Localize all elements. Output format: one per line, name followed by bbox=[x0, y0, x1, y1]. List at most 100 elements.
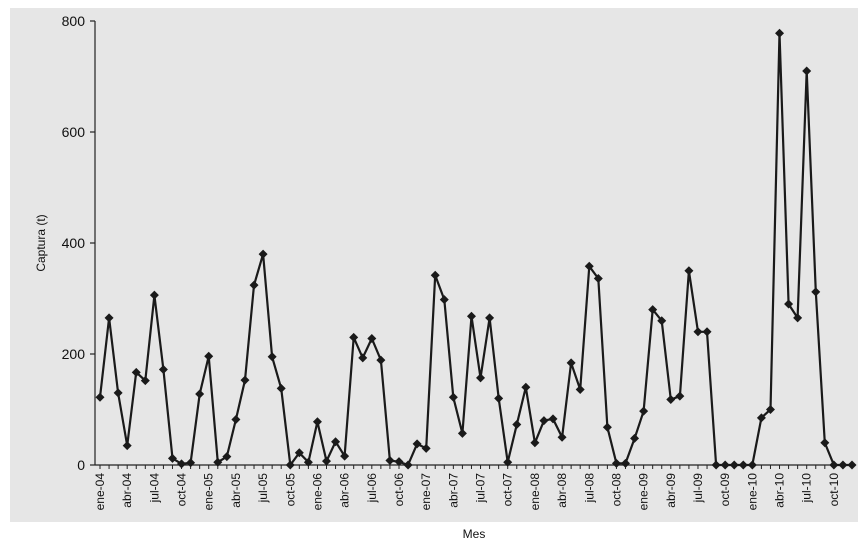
data-point bbox=[430, 270, 440, 280]
data-point bbox=[403, 460, 413, 470]
y-tick-label: 200 bbox=[62, 346, 86, 362]
data-point bbox=[630, 433, 640, 443]
x-tick-label: jul-04 bbox=[147, 473, 161, 504]
y-axis-label: Captura (t) bbox=[34, 214, 48, 271]
x-tick-label: ene-05 bbox=[202, 473, 216, 511]
data-point bbox=[113, 388, 123, 398]
x-tick-label: ene-10 bbox=[745, 473, 759, 511]
x-tick-label: jul-05 bbox=[256, 473, 270, 504]
data-point bbox=[639, 406, 649, 416]
x-tick-label: ene-07 bbox=[419, 473, 433, 511]
x-axis-ticks: ene-04 abr-04 jul-04 oct-04 ene-05 abr-05 jul-… bbox=[93, 465, 853, 511]
data-point bbox=[775, 28, 785, 38]
x-tick-label: oct-10 bbox=[827, 473, 841, 507]
data-point bbox=[340, 451, 350, 461]
x-tick-label: jul-08 bbox=[582, 473, 596, 504]
data-point bbox=[167, 453, 177, 463]
data-point bbox=[838, 460, 848, 470]
data-point bbox=[802, 66, 812, 76]
data-point bbox=[412, 439, 422, 449]
data-point bbox=[312, 417, 322, 427]
data-point bbox=[149, 290, 159, 300]
data-point bbox=[575, 385, 585, 395]
data-point bbox=[693, 327, 703, 337]
data-point bbox=[303, 457, 313, 467]
x-tick-label: oct-06 bbox=[392, 473, 406, 507]
data-point bbox=[584, 261, 594, 271]
data-point bbox=[675, 391, 685, 401]
data-point bbox=[593, 274, 603, 284]
x-tick-label: jul-09 bbox=[691, 473, 705, 504]
data-point bbox=[95, 392, 105, 402]
x-tick-label: ene-08 bbox=[528, 473, 542, 511]
data-point bbox=[485, 313, 495, 323]
data-point bbox=[494, 393, 504, 403]
data-point bbox=[811, 287, 821, 297]
data-point bbox=[648, 305, 658, 315]
y-axis-ticks: 0 200 400 600 800 bbox=[62, 13, 95, 473]
x-tick-label: oct-05 bbox=[283, 473, 297, 507]
data-point bbox=[186, 458, 196, 468]
data-point bbox=[258, 249, 268, 259]
data-point bbox=[331, 437, 341, 447]
data-point bbox=[702, 327, 712, 337]
data-point-markers bbox=[95, 28, 857, 470]
data-point bbox=[131, 367, 141, 377]
data-point bbox=[747, 460, 757, 470]
data-point bbox=[421, 443, 431, 453]
data-point bbox=[104, 313, 114, 323]
y-tick-label: 800 bbox=[62, 13, 86, 29]
data-point bbox=[720, 460, 730, 470]
data-point bbox=[684, 266, 694, 276]
data-point bbox=[521, 382, 531, 392]
data-point bbox=[249, 280, 259, 290]
data-point bbox=[602, 422, 612, 432]
x-tick-label: jul-10 bbox=[800, 473, 814, 504]
data-point bbox=[367, 333, 377, 343]
data-point bbox=[376, 355, 386, 365]
plot-area bbox=[10, 8, 858, 522]
data-point bbox=[276, 383, 286, 393]
data-point bbox=[267, 352, 277, 362]
data-point bbox=[285, 460, 295, 470]
data-point bbox=[394, 457, 404, 467]
x-axis-label: Mes bbox=[463, 527, 486, 541]
x-tick-label: jul-06 bbox=[365, 473, 379, 504]
data-point bbox=[711, 460, 721, 470]
data-point bbox=[820, 438, 830, 448]
x-tick-label: ene-06 bbox=[310, 473, 324, 511]
x-tick-label: abr-04 bbox=[120, 473, 134, 508]
data-point bbox=[738, 460, 748, 470]
data-point bbox=[657, 316, 667, 326]
data-point bbox=[729, 460, 739, 470]
x-tick-label: ene-04 bbox=[93, 473, 107, 511]
x-tick-label: abr-10 bbox=[773, 473, 787, 508]
data-point bbox=[503, 457, 513, 467]
data-point bbox=[566, 358, 576, 368]
data-point bbox=[530, 438, 540, 448]
x-tick-label: abr-07 bbox=[446, 473, 460, 508]
data-point bbox=[512, 419, 522, 429]
x-tick-label: ene-09 bbox=[637, 473, 651, 511]
data-point bbox=[466, 311, 476, 321]
y-tick-label: 600 bbox=[62, 124, 86, 140]
data-point bbox=[829, 460, 839, 470]
data-point bbox=[439, 295, 449, 305]
y-tick-label: 400 bbox=[62, 235, 86, 251]
data-point bbox=[666, 395, 676, 405]
x-tick-label: oct-04 bbox=[175, 473, 189, 507]
data-point bbox=[349, 332, 359, 342]
data-point bbox=[539, 416, 549, 426]
data-point bbox=[611, 458, 621, 468]
data-point bbox=[548, 414, 558, 424]
data-point bbox=[158, 365, 168, 375]
data-point bbox=[847, 460, 857, 470]
data-point bbox=[358, 353, 368, 363]
data-point bbox=[765, 405, 775, 414]
data-point bbox=[457, 428, 467, 438]
data-point bbox=[756, 413, 766, 423]
data-point bbox=[322, 456, 332, 466]
data-point bbox=[177, 459, 187, 469]
data-point bbox=[294, 448, 304, 458]
